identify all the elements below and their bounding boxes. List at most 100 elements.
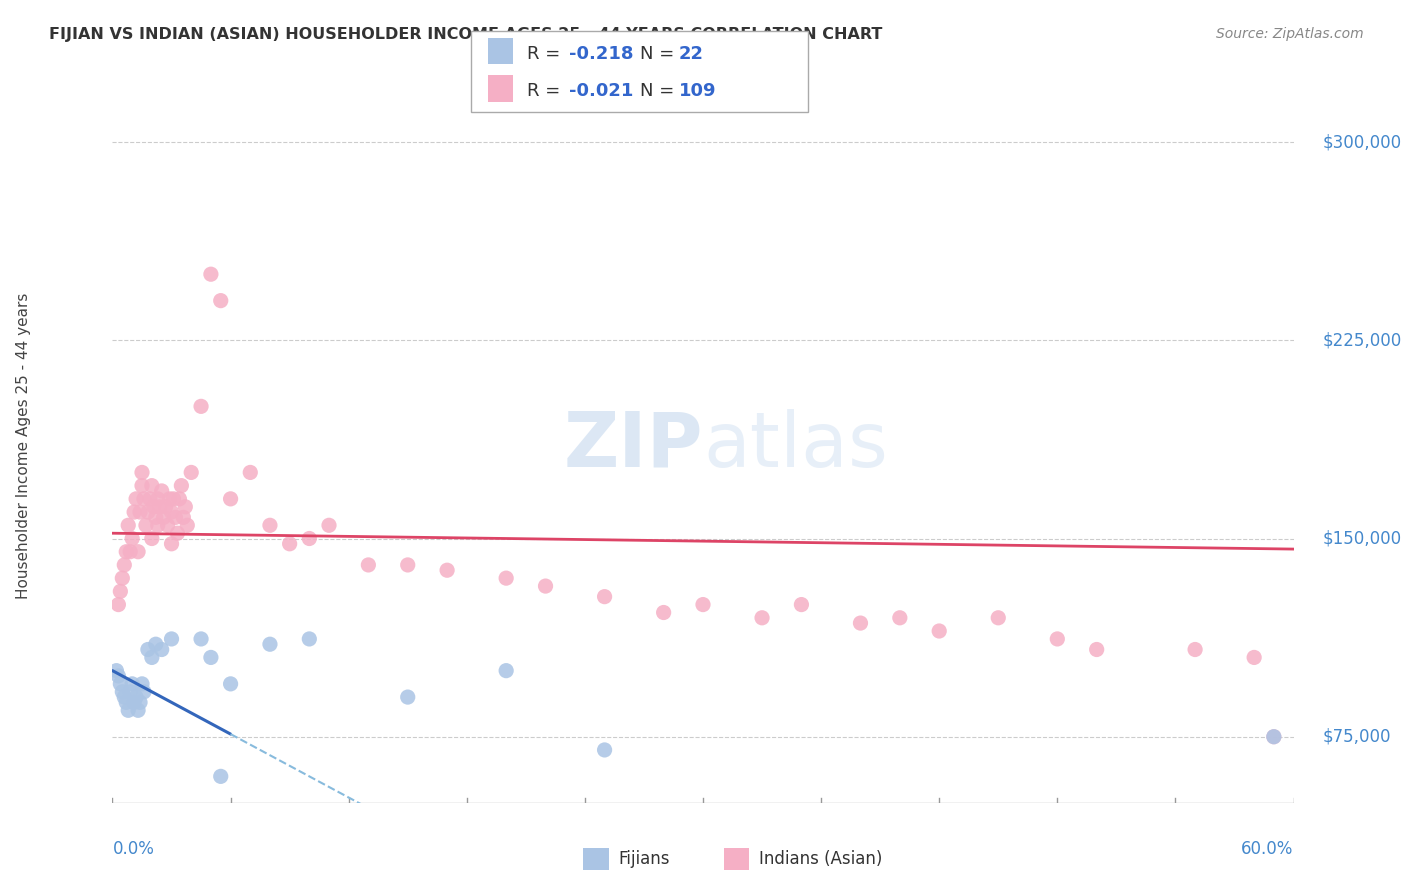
Point	[141, 478, 163, 492]
Point	[159, 491, 181, 506]
Text: $75,000: $75,000	[1323, 728, 1392, 746]
Point	[132, 685, 155, 699]
Point	[209, 293, 232, 308]
Point	[160, 537, 183, 551]
Point	[127, 545, 149, 559]
Point	[121, 677, 143, 691]
Point	[135, 518, 157, 533]
Point	[209, 769, 232, 783]
Point	[298, 532, 321, 546]
Point	[136, 642, 159, 657]
Point	[125, 491, 148, 506]
Point	[165, 510, 187, 524]
Point	[160, 632, 183, 646]
Point	[136, 505, 159, 519]
Point	[117, 703, 139, 717]
Text: atlas: atlas	[703, 409, 887, 483]
Point	[166, 526, 188, 541]
Point	[928, 624, 950, 638]
Point	[129, 505, 152, 519]
Point	[849, 616, 872, 631]
Point	[190, 632, 212, 646]
Point	[190, 400, 212, 414]
Point	[174, 500, 197, 514]
Point	[987, 611, 1010, 625]
Point	[162, 491, 184, 506]
Point	[1263, 730, 1285, 744]
Text: ZIP: ZIP	[564, 409, 703, 483]
Text: 109: 109	[679, 82, 717, 101]
Text: Source: ZipAtlas.com: Source: ZipAtlas.com	[1216, 27, 1364, 41]
Point	[120, 545, 142, 559]
Text: 60.0%: 60.0%	[1241, 839, 1294, 858]
Point	[122, 695, 145, 709]
Point	[396, 558, 419, 572]
Point	[219, 677, 242, 691]
Point	[156, 518, 179, 533]
Point	[127, 703, 149, 717]
Point	[278, 537, 301, 551]
Text: FIJIAN VS INDIAN (ASIAN) HOUSEHOLDER INCOME AGES 25 - 44 YEARS CORRELATION CHART: FIJIAN VS INDIAN (ASIAN) HOUSEHOLDER INC…	[49, 27, 883, 42]
Text: 22: 22	[679, 45, 704, 62]
Point	[115, 545, 138, 559]
Point	[593, 590, 616, 604]
Point	[495, 571, 517, 585]
Text: $225,000: $225,000	[1323, 331, 1402, 350]
Text: -0.218: -0.218	[569, 45, 634, 62]
Point	[751, 611, 773, 625]
Point	[318, 518, 340, 533]
Point	[131, 677, 153, 691]
Text: N =: N =	[640, 45, 679, 62]
Point	[1184, 642, 1206, 657]
Point	[169, 491, 191, 506]
Point	[120, 685, 142, 699]
Point	[1046, 632, 1069, 646]
Point	[131, 466, 153, 480]
Point	[111, 571, 134, 585]
Point	[172, 510, 194, 524]
Point	[298, 632, 321, 646]
Text: $150,000: $150,000	[1323, 530, 1402, 548]
Text: R =: R =	[527, 82, 567, 101]
Point	[593, 743, 616, 757]
Point	[149, 500, 172, 514]
Point	[200, 267, 222, 281]
Point	[150, 642, 173, 657]
Point	[790, 598, 813, 612]
Text: Householder Income Ages 25 - 44 years: Householder Income Ages 25 - 44 years	[17, 293, 31, 599]
Point	[117, 518, 139, 533]
Point	[495, 664, 517, 678]
Point	[107, 669, 129, 683]
Point	[692, 598, 714, 612]
Point	[436, 563, 458, 577]
Text: 0.0%: 0.0%	[112, 839, 155, 858]
Point	[170, 478, 193, 492]
Point	[112, 690, 135, 704]
Point	[146, 491, 169, 506]
Text: -0.021: -0.021	[569, 82, 634, 101]
Text: Fijians: Fijians	[619, 850, 671, 868]
Text: N =: N =	[640, 82, 679, 101]
Point	[139, 491, 162, 506]
Point	[141, 650, 163, 665]
Point	[107, 598, 129, 612]
Point	[142, 500, 165, 514]
Point	[105, 664, 128, 678]
Point	[150, 483, 173, 498]
Point	[129, 695, 152, 709]
Point	[132, 491, 155, 506]
Point	[160, 505, 183, 519]
Point	[122, 505, 145, 519]
Point	[239, 466, 262, 480]
Point	[112, 558, 135, 572]
Point	[889, 611, 911, 625]
Point	[110, 584, 132, 599]
Text: Indians (Asian): Indians (Asian)	[759, 850, 883, 868]
Point	[259, 518, 281, 533]
Point	[131, 478, 153, 492]
Point	[219, 491, 242, 506]
Point	[115, 695, 138, 709]
Point	[1263, 730, 1285, 744]
Point	[176, 518, 198, 533]
Point	[141, 532, 163, 546]
